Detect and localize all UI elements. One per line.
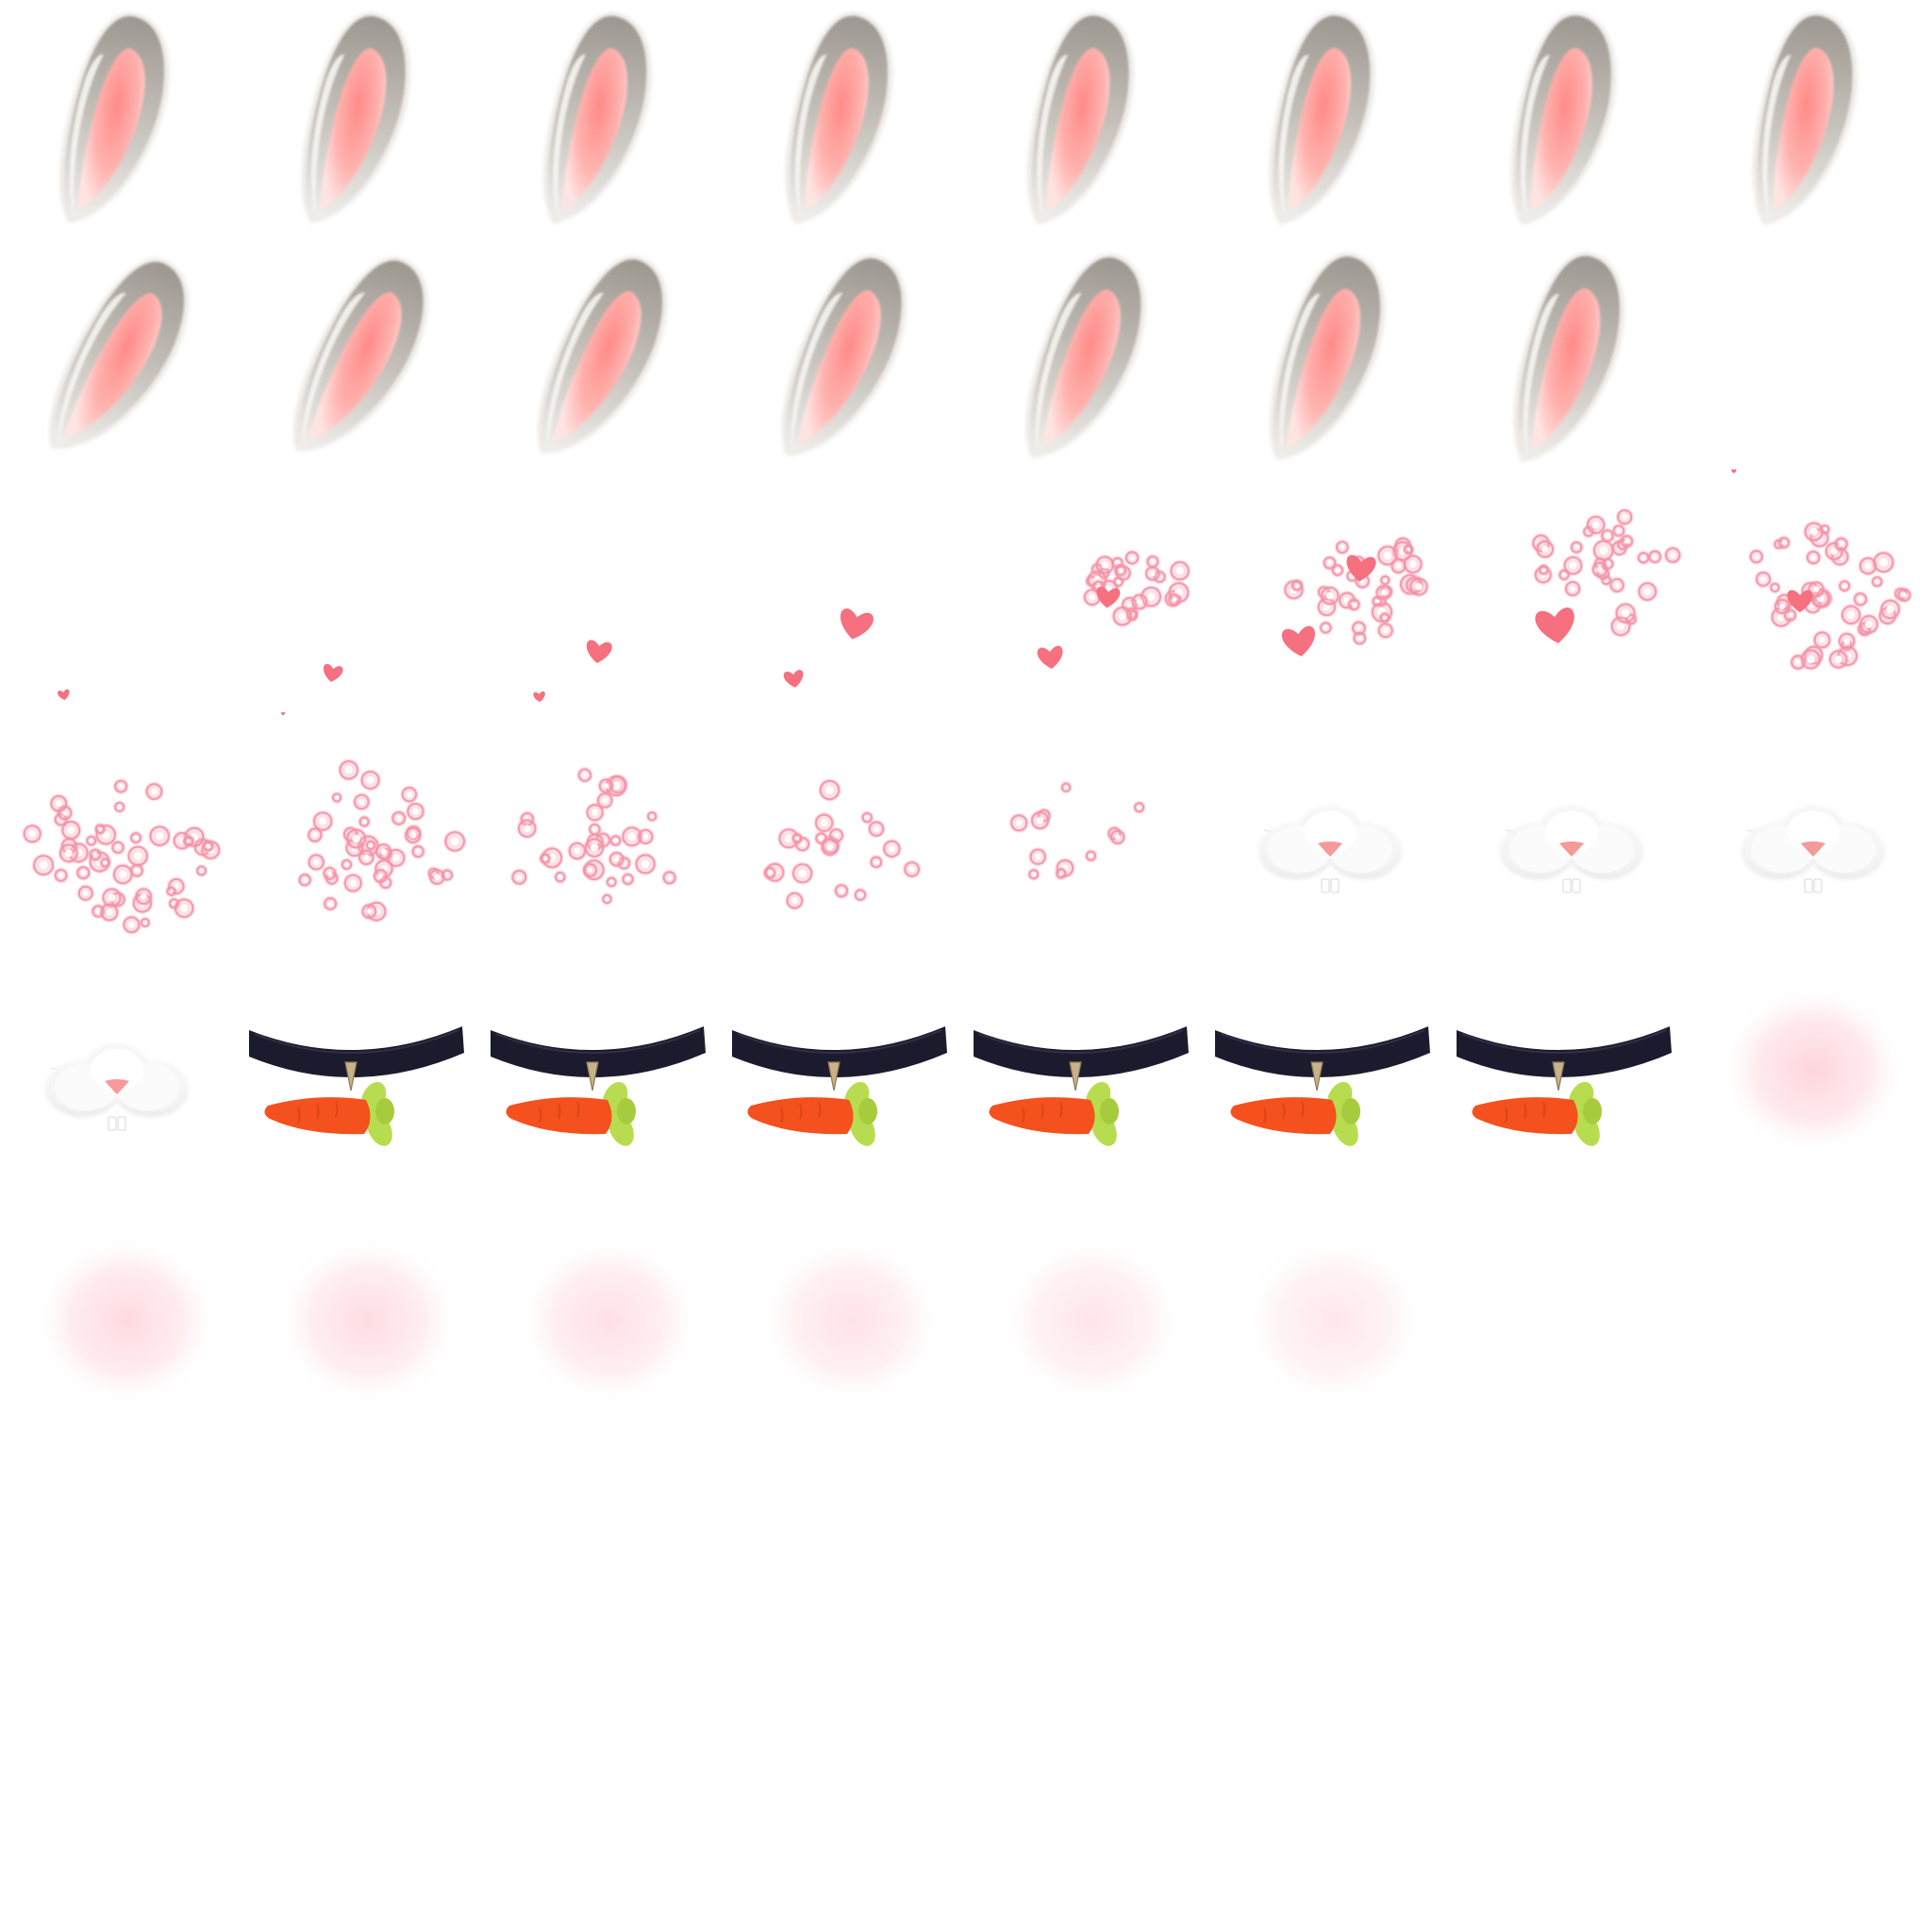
bunny-ear-icon [1027, 11, 1134, 225]
sparkle-cluster-icon [1748, 521, 1913, 672]
carrot-choker-icon [1457, 1026, 1672, 1146]
bunny-ear-icon [1510, 11, 1617, 225]
blush-icon [998, 1234, 1187, 1407]
heart-sparkle-frame [280, 663, 343, 716]
sparkle-cluster-icon [22, 778, 222, 935]
heart-icon [323, 663, 343, 682]
bunny-ear-icon [301, 12, 410, 224]
nose-frames [45, 806, 1885, 1131]
bunny-ear-icon [59, 12, 170, 224]
heart-sparkle-frame [533, 640, 612, 703]
heart-sparkle-frame [58, 689, 70, 701]
sparkle-cluster-icon [1082, 549, 1191, 627]
bunny-ear-icon [49, 258, 189, 449]
heart-sparkle-frame [1530, 508, 1682, 643]
heart-icon [783, 670, 804, 688]
heart-icon [280, 711, 286, 716]
bunny-nose-icon [1741, 806, 1885, 893]
bunny-ear-icon [1513, 252, 1625, 462]
bunny-ear-icon [293, 257, 428, 451]
carrot-choker-icon [974, 1026, 1189, 1146]
bunny-nose-icon [45, 1043, 189, 1131]
heart-sparkle-frame [783, 608, 874, 688]
heart-icon [1037, 645, 1063, 670]
bunny-nose-icon [1258, 806, 1402, 893]
heart-sparkle-frame [510, 766, 678, 906]
sparkle-cluster-icon [1282, 536, 1430, 646]
heart-sparkle-frame [1748, 521, 1913, 672]
bunny-nose-icon [1500, 806, 1643, 893]
heart-icon [1281, 625, 1315, 657]
heart-icon [1731, 469, 1737, 474]
carrot-choker-icon [491, 1026, 706, 1146]
bunny-ear-icon [1025, 254, 1146, 458]
blush-icon [274, 1234, 462, 1407]
heart-sparkle-frame [1731, 469, 1737, 474]
heart-sparkle-frame [22, 778, 222, 935]
blush-icon [757, 1234, 945, 1407]
blush-icon [515, 1234, 704, 1407]
carrot-choker-icon [732, 1026, 947, 1146]
heart-sparkle-frame [1281, 536, 1430, 657]
heart-icon [1535, 608, 1574, 643]
sparkle-cluster-icon [762, 778, 922, 910]
heart-icon [533, 691, 545, 703]
heart-icon [1346, 555, 1376, 582]
carrot-choker-frames [249, 1026, 1672, 1146]
bunny-ear-icon [782, 255, 907, 456]
heart-sparkle-frames [22, 469, 1913, 935]
carrot-choker-icon [1215, 1026, 1430, 1146]
carrot-choker-icon [249, 1026, 464, 1146]
heart-sparkle-frame [762, 778, 922, 910]
bunny-ear-icon [1269, 11, 1375, 225]
blush-frames [32, 983, 1907, 1407]
bunny-ear-icon [1270, 253, 1386, 460]
heart-sparkle-frame [1037, 549, 1191, 670]
bunny-ear-icon [1753, 11, 1857, 225]
heart-icon [586, 640, 612, 664]
blush-icon [32, 1234, 221, 1407]
bunny-ear-icon [785, 11, 893, 225]
sparkle-cluster-icon [1530, 508, 1682, 638]
heart-sparkle-frame [1008, 781, 1146, 881]
sparkle-cluster-icon [296, 758, 467, 924]
heart-icon [840, 608, 874, 640]
sparkle-cluster-icon [510, 766, 678, 906]
ear-frames [49, 11, 1857, 462]
heart-sparkle-frame [296, 758, 467, 924]
bunny-ear-icon [538, 256, 668, 454]
sparkle-cluster-icon [1008, 781, 1146, 881]
blush-icon [1719, 983, 1907, 1157]
heart-icon [1096, 586, 1121, 608]
blush-icon [1240, 1234, 1428, 1407]
heart-icon [1787, 590, 1813, 613]
heart-icon [58, 689, 70, 701]
bunny-ear-icon [543, 11, 652, 224]
